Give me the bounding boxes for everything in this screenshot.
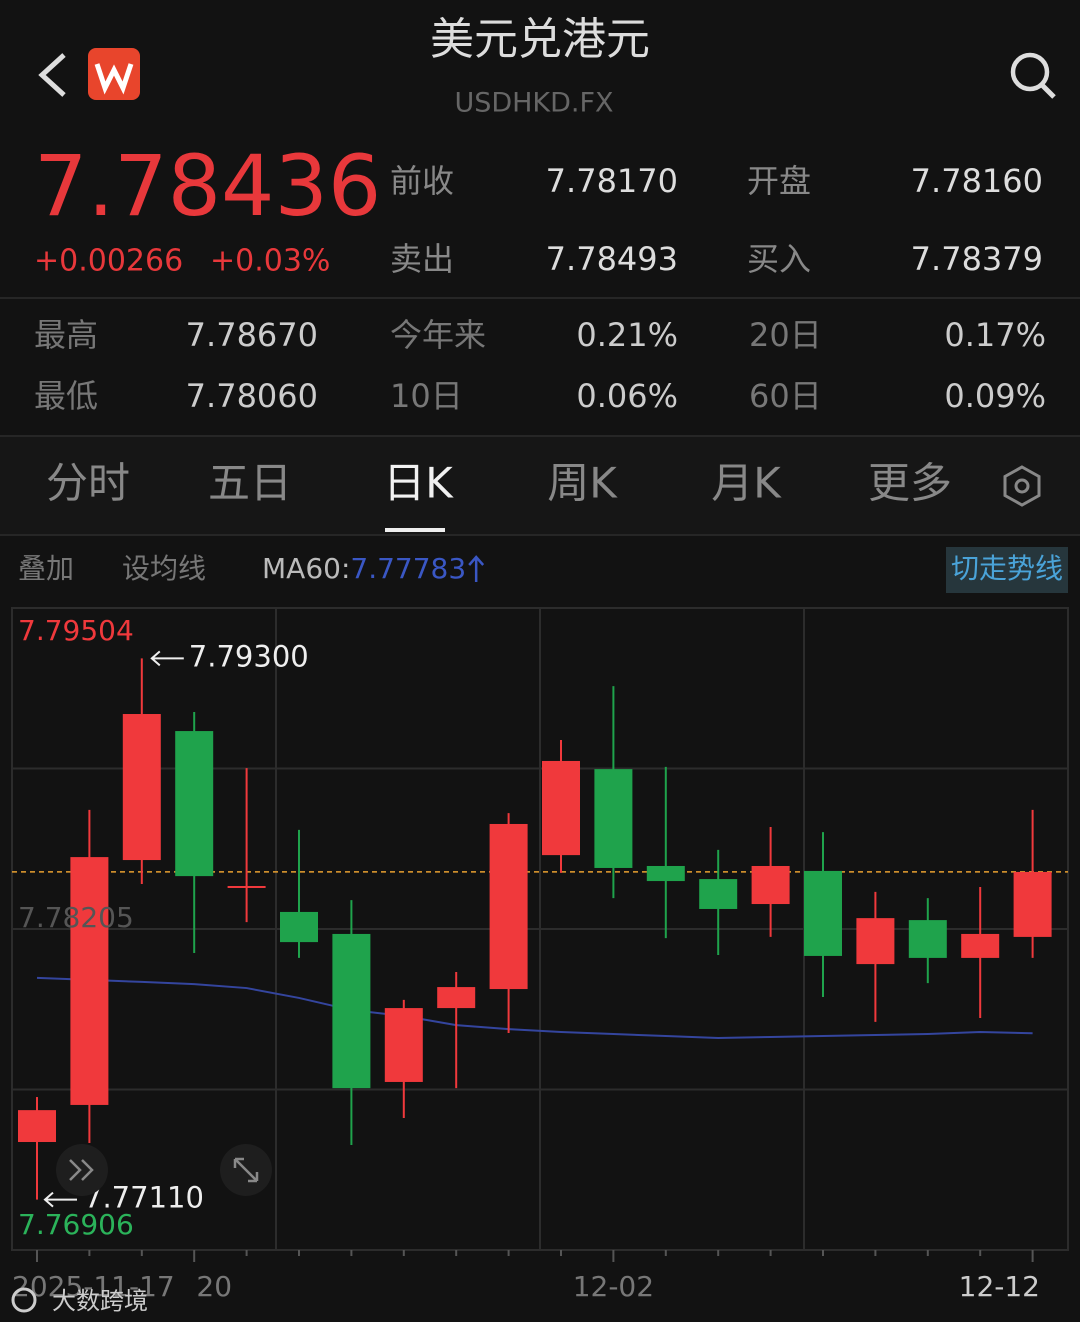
candle-body — [384, 1008, 423, 1082]
y-tick-label: 7.78205 — [18, 901, 134, 934]
candle-body — [908, 920, 947, 958]
stat-value: 0.09% — [944, 377, 1046, 415]
candle-body — [646, 865, 685, 882]
candle-body — [175, 731, 214, 877]
scroll-icon — [69, 1159, 94, 1181]
scroll-button[interactable] — [56, 1144, 108, 1196]
app-logo-mark — [94, 63, 134, 95]
settings-icon — [1003, 465, 1041, 507]
annotation-arrow — [150, 650, 184, 667]
search-handle — [1040, 83, 1056, 99]
stat-label: 60日 — [749, 377, 822, 415]
annotation: 7.77110 — [84, 1181, 204, 1215]
change-pct: +0.03% — [210, 244, 330, 279]
ma-label: MA60: — [262, 552, 350, 585]
candle-body — [594, 769, 633, 868]
x-tick-label: 20 — [196, 1270, 232, 1303]
candle-body — [70, 857, 109, 1105]
annotation-arrow — [43, 1191, 77, 1208]
toggle-label: 切走势线 — [951, 552, 1063, 585]
candle-body — [542, 760, 580, 856]
toggle-button[interactable] — [946, 547, 1068, 593]
settings-icon-dot — [1014, 478, 1030, 494]
stat-value: 7.78670 — [186, 316, 318, 354]
change: +0.00266 — [34, 244, 183, 279]
stat-value: 0.17% — [944, 316, 1046, 354]
title: 美元兑港元 — [430, 14, 650, 65]
quote-value: 7.78170 — [546, 162, 678, 200]
watermark-logo — [11, 1287, 37, 1313]
quote-label: 买入 — [747, 240, 811, 278]
quote-label: 前收 — [390, 162, 454, 200]
candle-body — [699, 879, 738, 909]
quote-value: 7.78493 — [546, 240, 678, 278]
candle-body — [751, 865, 790, 905]
candle-body — [489, 823, 528, 990]
stat-label: 10日 — [390, 377, 463, 415]
candle-body — [961, 933, 1000, 958]
stat-label: 最低 — [34, 377, 98, 415]
quote-label: 开盘 — [747, 162, 811, 200]
set-ma-button[interactable]: 设均线 — [122, 552, 206, 585]
stat-value: 7.78060 — [186, 377, 318, 415]
stat-label: 20日 — [749, 316, 822, 354]
stat-label: 今年来 — [390, 316, 486, 354]
search-button[interactable] — [1010, 52, 1050, 92]
settings-button[interactable] — [1003, 465, 1041, 507]
candle-body — [227, 885, 266, 888]
tab[interactable]: 周K — [547, 459, 618, 508]
candle-body — [332, 933, 371, 1089]
annotation: 7.79300 — [189, 639, 309, 673]
overlay-button[interactable]: 叠加 — [18, 552, 74, 585]
candle-body — [1013, 871, 1052, 937]
ma-line — [36, 976, 1033, 1039]
candle-body — [122, 714, 161, 861]
candle-body — [280, 911, 318, 943]
stat-value: 0.06% — [576, 377, 678, 415]
ma-arrow — [468, 555, 485, 582]
tab[interactable]: 五日 — [208, 459, 292, 508]
candle-body — [437, 987, 476, 1009]
fullscreen-icon — [233, 1157, 259, 1183]
quote-label: 卖出 — [390, 240, 454, 278]
stat-value: 0.21% — [576, 316, 678, 354]
candle-body — [804, 870, 842, 956]
x-tick-label: 12-12 — [959, 1270, 1040, 1303]
x-tick-label: 2025-11-17 — [12, 1270, 175, 1303]
quote-value: 7.78160 — [911, 162, 1043, 200]
candle-body — [856, 918, 895, 965]
tab[interactable]: 月K — [711, 459, 782, 508]
stat-label: 最高 — [34, 316, 98, 354]
tab[interactable]: 分时 — [46, 459, 130, 508]
x-tick-label: 12-02 — [573, 1270, 654, 1303]
y-tick-label: 7.76906 — [18, 1208, 134, 1241]
watermark: 大数跨境 — [52, 1287, 148, 1315]
tab[interactable]: 更多 — [868, 459, 952, 508]
subtitle: USDHKD.FX — [454, 88, 613, 119]
candle-body — [18, 1110, 56, 1143]
y-tick-label: 7.79504 — [18, 614, 134, 647]
tab[interactable]: 日K — [383, 459, 454, 508]
chart: 7.76906 7.78205 7.79504 7.79300 7.77110 2025-… — [11, 607, 1069, 1303]
tab-bar — [0, 436, 1080, 536]
ma-value: 7.77783 — [350, 552, 466, 585]
back-button[interactable] — [38, 53, 66, 97]
quote-value: 7.78379 — [911, 240, 1043, 278]
price: 7.78436 — [34, 137, 381, 235]
